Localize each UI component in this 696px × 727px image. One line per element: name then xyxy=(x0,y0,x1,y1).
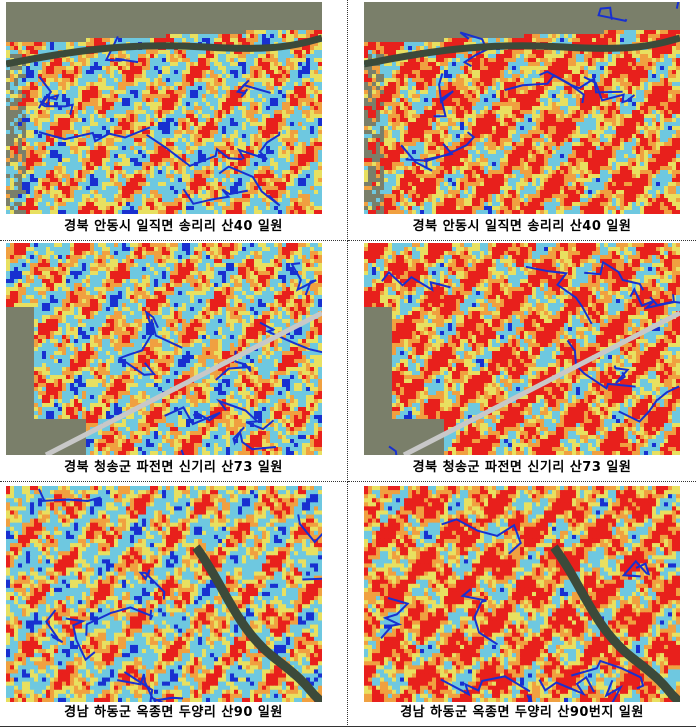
river-road-feature xyxy=(550,544,680,702)
raster-cells xyxy=(6,486,322,702)
river-road-feature xyxy=(6,34,322,68)
panel-2: 경북 안동시 일직면 송리리 산40 일원 xyxy=(348,0,696,241)
panel-caption: 경남 하동군 옥종면 두양리 산90번지 일원 xyxy=(348,702,696,724)
map-svg xyxy=(6,243,322,455)
panel-caption: 경북 안동시 일직면 송리리 산40 일원 xyxy=(348,216,696,238)
risk-map-cheongsong-high xyxy=(364,243,680,455)
river-road-feature xyxy=(44,310,322,455)
panel-6: 경남 하동군 옥종면 두양리 산90번지 일원 xyxy=(348,482,696,727)
risk-map-andong-low xyxy=(6,2,322,214)
risk-map-andong-high xyxy=(364,2,680,214)
river-road-feature xyxy=(402,310,680,455)
map-svg xyxy=(364,486,680,702)
map-svg xyxy=(364,2,680,214)
drainage-lines xyxy=(117,262,322,455)
raster-cells xyxy=(364,243,680,455)
raster-cells xyxy=(364,486,680,702)
panel-caption: 경북 청송군 파전면 신기리 산73 일원 xyxy=(0,457,347,479)
drainage-lines xyxy=(37,35,281,207)
risk-map-hadong-low xyxy=(6,486,322,702)
panel-5: 경남 하동군 옥종면 두양리 산90 일원 xyxy=(0,482,348,727)
drainage-lines xyxy=(380,518,651,702)
raster-cells xyxy=(6,243,322,455)
raster-cells xyxy=(364,2,680,214)
panel-1: 경북 안동시 일직면 송리리 산40 일원 xyxy=(0,0,348,241)
drainage-lines xyxy=(381,260,680,455)
raster-cells xyxy=(6,2,322,214)
drainage-lines xyxy=(400,2,680,172)
panel-caption: 경북 안동시 일직면 송리리 산40 일원 xyxy=(0,216,347,238)
panel-caption: 경남 하동군 옥종면 두양리 산90 일원 xyxy=(0,702,347,724)
river-road-feature xyxy=(364,34,680,68)
map-svg xyxy=(364,243,680,455)
drainage-lines xyxy=(37,488,322,702)
panel-3: 경북 청송군 파전면 신기리 산73 일원 xyxy=(0,241,348,482)
panel-caption: 경북 청송군 파전면 신기리 산73 일원 xyxy=(348,457,696,479)
risk-map-cheongsong-low xyxy=(6,243,322,455)
risk-map-hadong-high xyxy=(364,486,680,702)
panel-4: 경북 청송군 파전면 신기리 산73 일원 xyxy=(348,241,696,482)
river-road-feature xyxy=(192,544,322,702)
map-svg xyxy=(6,2,322,214)
map-svg xyxy=(6,486,322,702)
